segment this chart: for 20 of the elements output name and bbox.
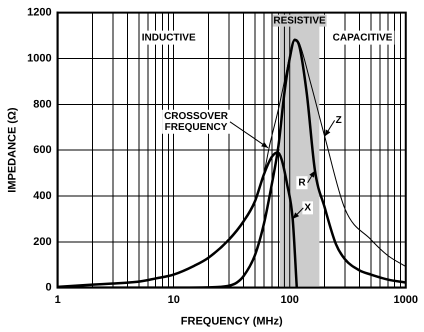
x-tick-label: 100 bbox=[280, 294, 299, 306]
y-tick-label: 600 bbox=[33, 144, 52, 156]
annotation: CROSSOVER FREQUENCY bbox=[164, 111, 229, 134]
y-tick-label: 200 bbox=[33, 236, 52, 248]
annotation: INDUCTIVE bbox=[142, 32, 196, 44]
annotation: Z bbox=[336, 115, 342, 126]
y-tick-label: 800 bbox=[33, 98, 52, 110]
x-tick-label: 10 bbox=[168, 294, 180, 306]
y-tick-label: 0 bbox=[46, 282, 52, 294]
x-tick-label: 1000 bbox=[394, 294, 418, 306]
annotation: R bbox=[298, 177, 306, 188]
x-axis-title: FREQUENCY (MHz) bbox=[180, 315, 283, 328]
y-tick-label: 1000 bbox=[27, 52, 52, 64]
y-tick-label: 400 bbox=[33, 190, 52, 202]
y-tick-label: 1200 bbox=[27, 6, 52, 19]
annotation: X bbox=[304, 202, 312, 214]
annotation: CAPACITIVE bbox=[332, 32, 393, 44]
x-tick-label: 1 bbox=[54, 294, 61, 306]
y-axis-title: IMPEDANCE (Ω) bbox=[6, 107, 19, 193]
band-label: RESISTIVE bbox=[273, 15, 326, 26]
